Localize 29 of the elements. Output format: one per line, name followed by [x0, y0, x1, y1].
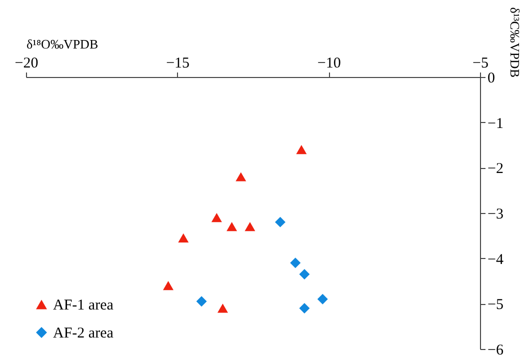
point	[296, 144, 307, 154]
point	[236, 172, 246, 182]
y-tick-label: 0	[488, 70, 495, 86]
legend-label: AF-1 area	[53, 298, 114, 314]
legend-label: AF-2 area	[53, 326, 114, 342]
point	[217, 304, 228, 313]
x-tick-label: −10	[317, 56, 341, 72]
point	[163, 280, 174, 290]
point	[274, 216, 286, 228]
x-tick-label: −15	[166, 56, 190, 72]
y-tick-label: −6	[488, 342, 504, 358]
y-axis-title: δ¹³C‰VPDB	[507, 7, 522, 78]
point	[299, 302, 310, 314]
point	[299, 268, 310, 280]
point	[178, 233, 189, 242]
point	[244, 222, 256, 232]
y-tick-label: −4	[488, 252, 504, 268]
y-tick-label: −3	[488, 206, 504, 222]
x-axis-title: δ¹⁸O‰VPDB	[26, 36, 98, 52]
x-tick-label: −5	[472, 56, 488, 72]
y-tick-label: −5	[488, 297, 504, 314]
point	[317, 294, 328, 304]
y-tick-label: −2	[488, 161, 504, 178]
x-tick-label: −20	[14, 56, 38, 72]
point	[290, 258, 301, 268]
point	[211, 212, 222, 222]
y-tick-label: −1	[488, 116, 504, 132]
point	[196, 296, 207, 307]
point	[226, 222, 238, 232]
